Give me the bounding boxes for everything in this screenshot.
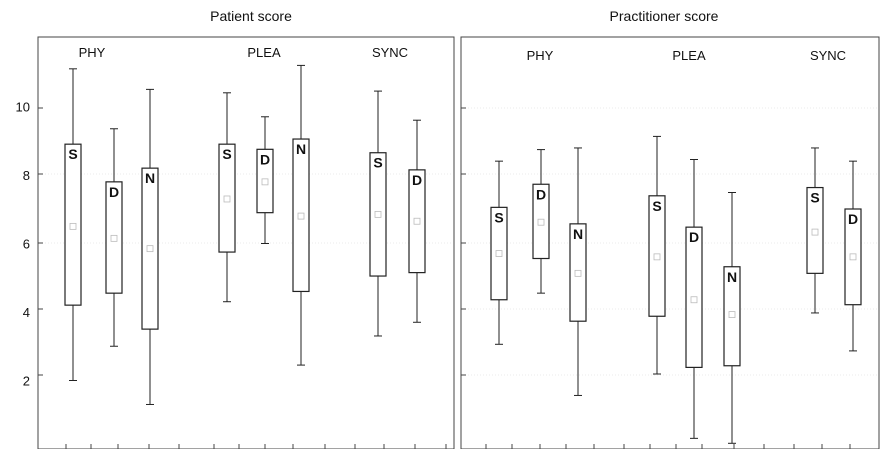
median-marker	[728, 311, 736, 319]
median-marker	[261, 178, 269, 186]
box-label: N	[296, 141, 306, 157]
box-label: D	[689, 229, 699, 245]
box-sync-s: S	[369, 90, 387, 337]
practitioner-score-panel: Practitioner score PHY PLEA SYNC S D N S D N S D	[460, 8, 880, 450]
box-label: S	[810, 190, 819, 206]
box-phy-n: N	[141, 88, 159, 405]
median-marker	[653, 253, 661, 261]
box-label: D	[109, 184, 119, 200]
box-label: S	[652, 198, 661, 214]
group-label-sync: SYNC	[372, 45, 408, 60]
median-marker	[495, 250, 503, 257]
median-marker	[413, 217, 421, 225]
median-marker	[69, 222, 77, 230]
median-marker	[537, 218, 545, 226]
group-label-plea: PLEA	[247, 45, 281, 60]
box-plea-n: N	[723, 192, 741, 444]
group-label-plea: PLEA	[672, 48, 706, 63]
median-marker	[110, 234, 118, 242]
box-plea-s: S	[218, 92, 236, 303]
y-tick-label: 4	[23, 305, 30, 320]
box-phy-s: S	[490, 160, 508, 345]
box-plea-n: N	[292, 64, 310, 366]
patient-score-title: Patient score	[210, 8, 292, 24]
box-label: S	[222, 146, 231, 162]
box-phy-d: D	[105, 128, 123, 347]
box-sync-s: S	[806, 147, 824, 314]
group-label-phy: PHY	[79, 45, 106, 60]
box-phy-n: N	[569, 147, 587, 396]
box-sync-d: D	[408, 119, 426, 323]
box-label: S	[373, 155, 382, 171]
box-label: S	[494, 209, 503, 225]
box-label: D	[536, 186, 546, 202]
group-label-phy: PHY	[527, 48, 554, 63]
median-marker	[690, 296, 698, 304]
box-label: D	[260, 151, 270, 167]
box-phy-s: S	[64, 68, 82, 381]
median-marker	[574, 269, 582, 277]
box-plea-d: D	[256, 116, 274, 244]
box-label: N	[573, 226, 583, 242]
median-marker	[223, 195, 231, 203]
box-label: D	[848, 211, 858, 227]
group-label-sync: SYNC	[810, 48, 846, 63]
median-marker	[849, 253, 857, 261]
box-sync-d: D	[844, 160, 862, 352]
box-plea-s: S	[648, 135, 666, 375]
box-label: N	[145, 170, 155, 186]
median-marker	[374, 210, 382, 218]
box-phy-d: D	[532, 149, 550, 294]
y-tick-label: 6	[23, 237, 30, 252]
box-label: S	[68, 146, 77, 162]
median-marker	[811, 228, 819, 236]
practitioner-score-title: Practitioner score	[610, 8, 719, 24]
box-label: D	[412, 172, 422, 188]
y-tick-label: 8	[23, 168, 30, 183]
box-plea-d: D	[685, 159, 703, 439]
box-label: N	[727, 269, 737, 285]
patient-score-panel: Patient score 2 4 6 8 10 PHY PLEA SYNC S D N S D N S D	[16, 8, 455, 450]
y-tick-label: 2	[23, 374, 30, 389]
y-tick-label: 10	[16, 100, 30, 115]
median-marker	[297, 212, 305, 220]
median-marker	[146, 245, 154, 253]
